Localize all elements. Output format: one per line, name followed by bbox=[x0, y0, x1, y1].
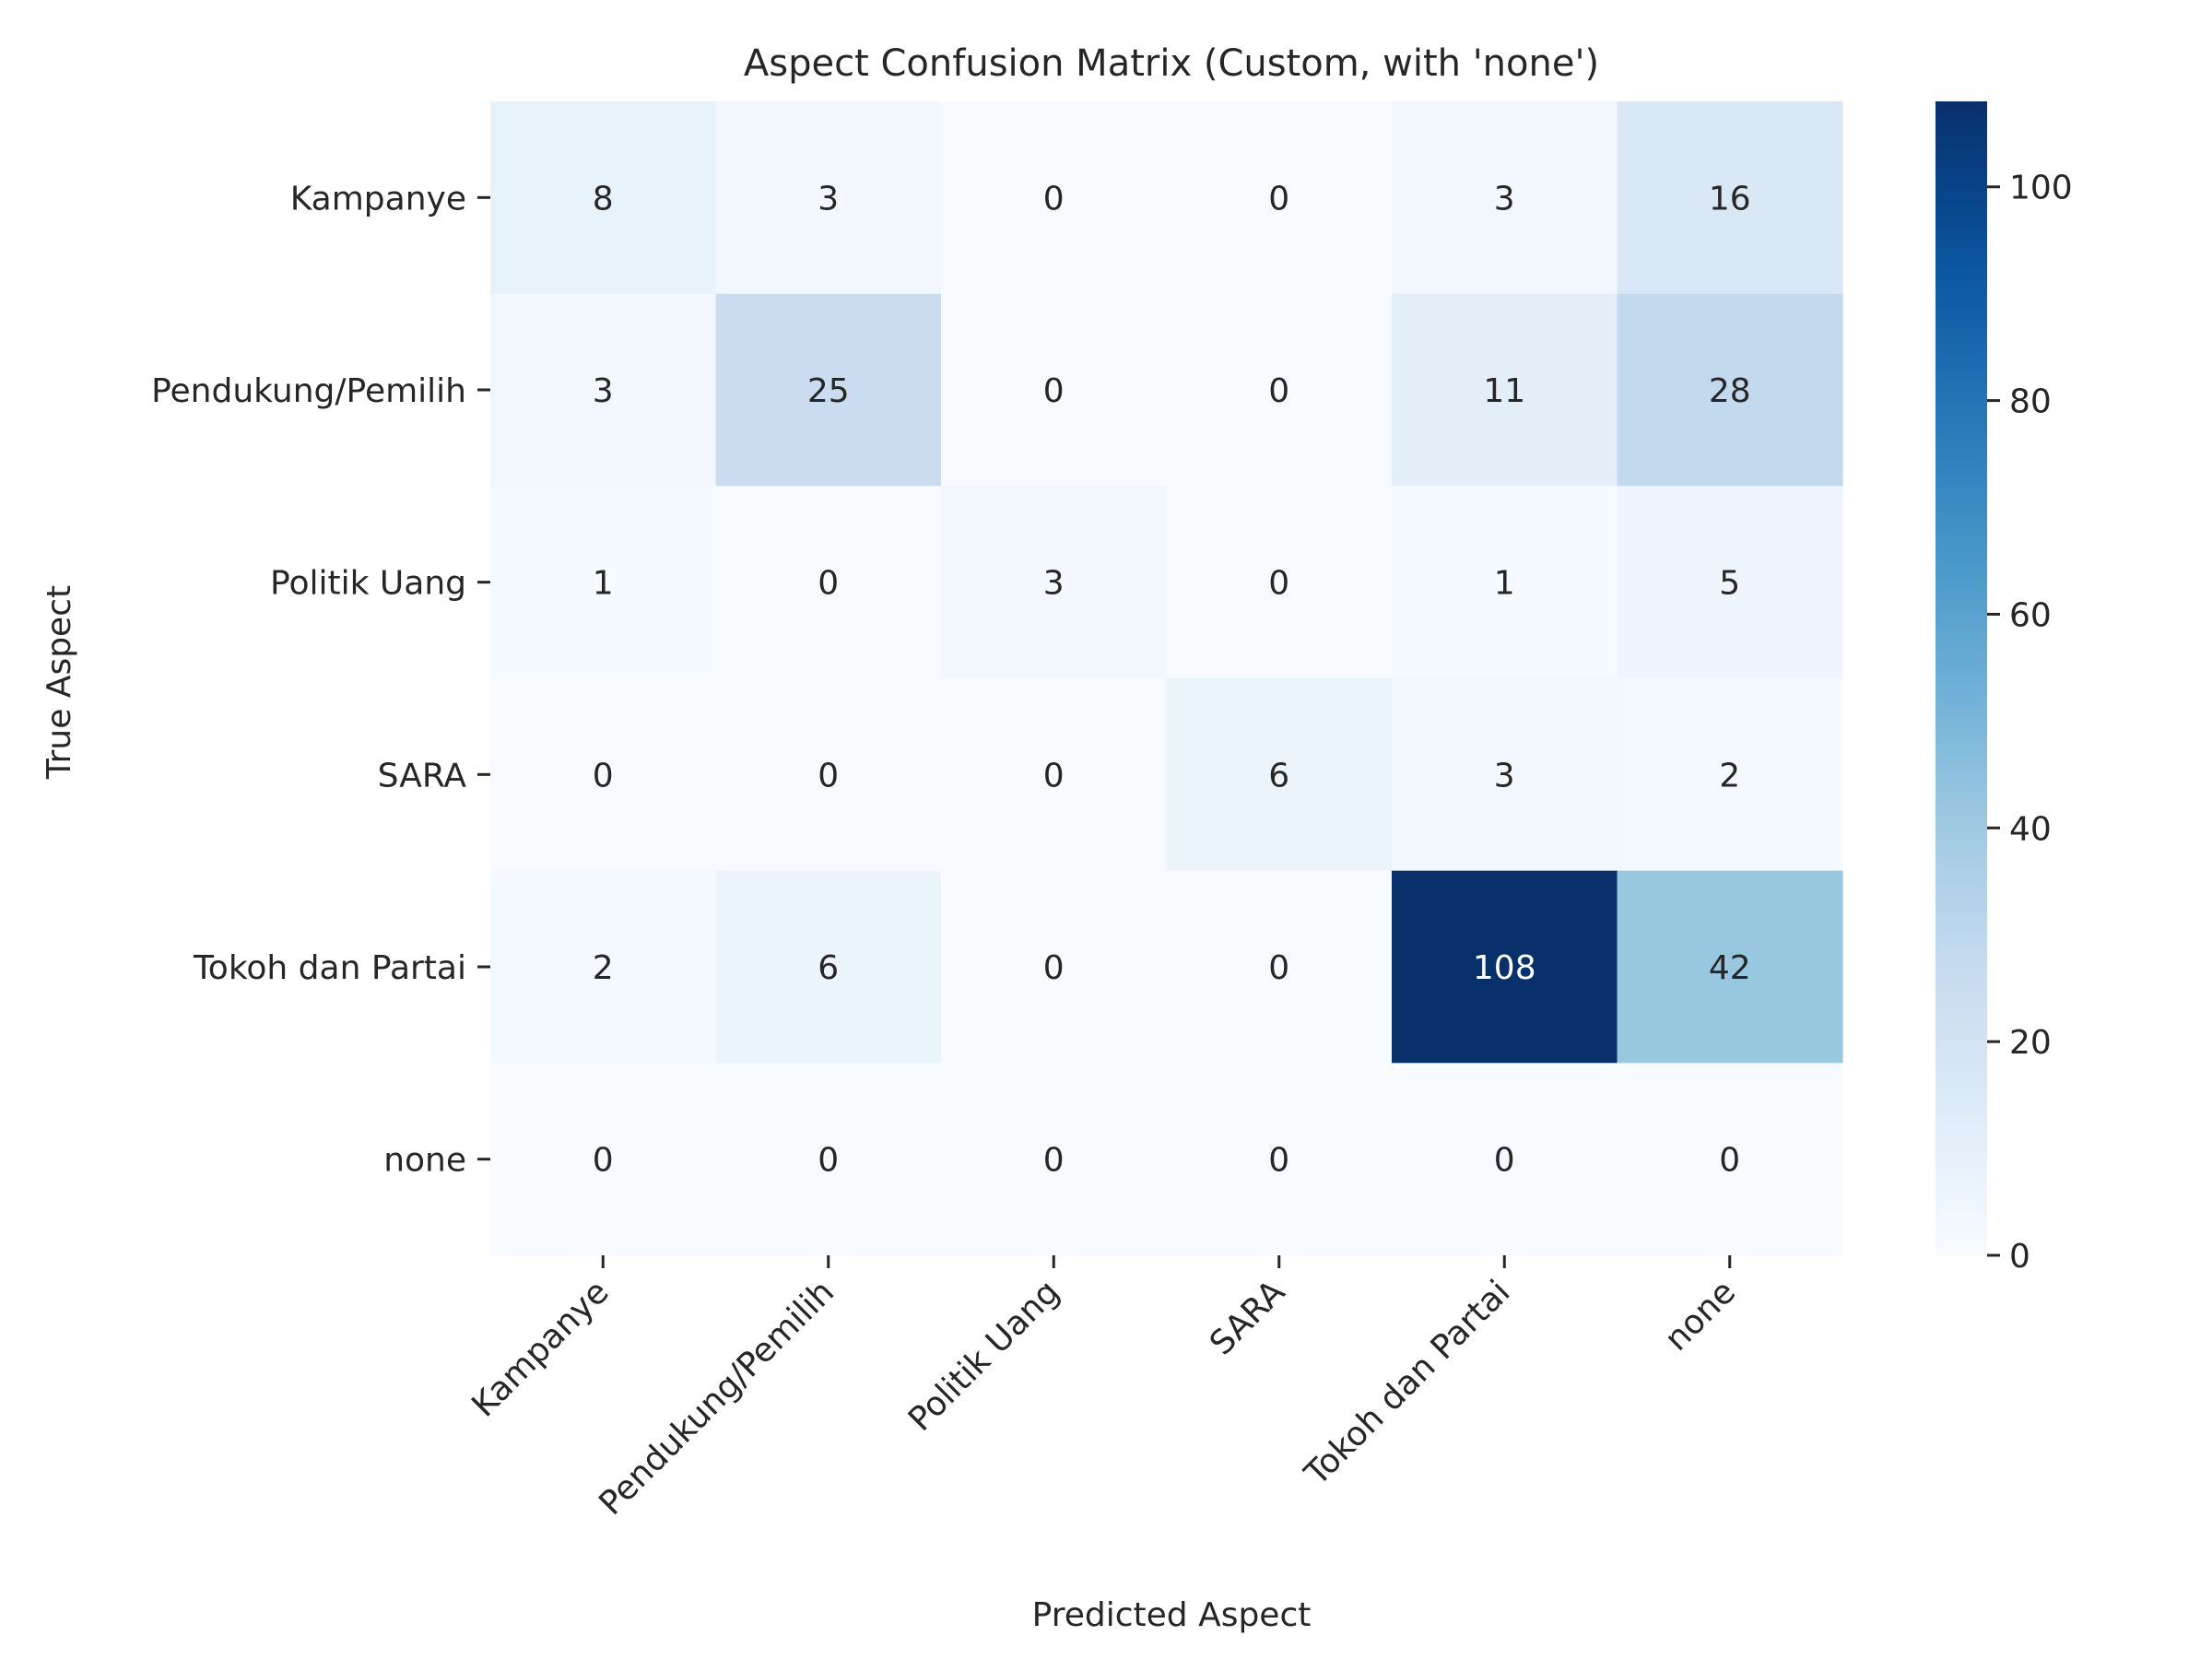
chart-title: Aspect Confusion Matrix (Custom, with 'n… bbox=[744, 42, 1599, 85]
heatmap-cell bbox=[490, 870, 717, 1064]
heatmap-cell bbox=[941, 1063, 1168, 1256]
heatmap-cell bbox=[1166, 678, 1393, 872]
cell-value-label: 1 bbox=[1494, 565, 1515, 603]
heatmap-cell bbox=[490, 1063, 717, 1256]
cell-value-label: 3 bbox=[593, 372, 614, 410]
cell-value-label: 8 bbox=[593, 180, 614, 218]
heatmap-cell bbox=[1617, 293, 1843, 487]
cell-value-label: 3 bbox=[1494, 180, 1515, 218]
heatmap-cell bbox=[1392, 101, 1618, 295]
colorbar-tick-label: 20 bbox=[2009, 1024, 2052, 1062]
cell-value-label: 0 bbox=[1043, 180, 1065, 218]
heatmap-cell bbox=[715, 486, 942, 679]
colorbar: 0 20 40 60 80 100 bbox=[1936, 101, 2073, 1276]
heatmap-cell bbox=[1166, 293, 1393, 487]
heatmap-cell bbox=[941, 486, 1168, 679]
colorbar-tick-label: 80 bbox=[2009, 383, 2052, 421]
heatmap-cell bbox=[941, 870, 1168, 1064]
cell-value-label: 0 bbox=[1268, 372, 1289, 410]
heatmap-cell bbox=[715, 101, 942, 295]
y-tick-label: Pendukung/Pemilih bbox=[151, 372, 466, 410]
heatmap-cell bbox=[1392, 293, 1618, 487]
cell-value-label: 3 bbox=[818, 180, 839, 218]
cell-value-label: 25 bbox=[807, 372, 850, 410]
cell-value-label: 3 bbox=[1494, 757, 1515, 794]
heatmap-cells: 8 3 0 0 3 16 3 25 0 0 11 28 1 0 3 0 1 5 0 0 0 6 3 2 2 6 0 0 108 42 0 0 0… bbox=[490, 101, 1843, 1256]
heatmap-cell bbox=[715, 1063, 942, 1256]
y-tick-label: SARA bbox=[378, 757, 467, 794]
cell-value-label: 0 bbox=[1268, 565, 1289, 603]
heatmap-cell bbox=[1166, 1063, 1393, 1256]
cell-value-label: 2 bbox=[1719, 757, 1740, 794]
heatmap-cell bbox=[1166, 870, 1393, 1064]
cell-value-label: 0 bbox=[818, 1142, 839, 1180]
cell-value-label: 0 bbox=[1494, 1142, 1515, 1180]
heatmap-cell bbox=[1166, 101, 1393, 295]
x-tick-label: Pendukung/Pemilih bbox=[592, 1273, 841, 1523]
cell-value-label: 0 bbox=[593, 1142, 614, 1180]
heatmap-cell bbox=[1166, 486, 1393, 679]
cell-value-label: 2 bbox=[593, 949, 614, 987]
x-tick-label: SARA bbox=[1203, 1273, 1292, 1362]
cell-value-label: 5 bbox=[1719, 565, 1740, 603]
heatmap-cell bbox=[1617, 870, 1843, 1064]
cell-value-label: 0 bbox=[1268, 180, 1289, 218]
cell-value-label: 0 bbox=[1268, 1142, 1289, 1180]
cell-value-label: 0 bbox=[1043, 372, 1065, 410]
y-axis-label: True Aspect bbox=[41, 585, 78, 780]
x-tick-label: Tokoh dan Partai bbox=[1298, 1273, 1518, 1493]
cell-value-label: 0 bbox=[593, 757, 614, 794]
heatmap-cell bbox=[1617, 101, 1843, 295]
heatmap-cell bbox=[490, 293, 717, 487]
colorbar-gradient bbox=[1936, 101, 1987, 1255]
cell-value-label: 1 bbox=[593, 565, 614, 603]
cell-value-label: 0 bbox=[1043, 757, 1065, 794]
heatmap-cell bbox=[1392, 486, 1618, 679]
heatmap-cell bbox=[1392, 1063, 1618, 1256]
colorbar-tick-label: 0 bbox=[2009, 1238, 2030, 1276]
colorbar-tick-label: 100 bbox=[2009, 170, 2073, 207]
cell-value-label: 0 bbox=[818, 757, 839, 794]
heatmap-cell bbox=[1392, 870, 1618, 1064]
cell-value-label: 16 bbox=[1709, 180, 1751, 218]
y-tick-label: Tokoh dan Partai bbox=[193, 949, 466, 987]
y-tick-label: none bbox=[383, 1142, 466, 1180]
cell-value-label: 108 bbox=[1473, 949, 1536, 987]
heatmap-cell bbox=[1617, 1063, 1843, 1256]
y-tick-label: Kampanye bbox=[290, 180, 466, 218]
x-tick-label: Kampanye bbox=[465, 1273, 616, 1424]
cell-value-label: 0 bbox=[1719, 1142, 1740, 1180]
cell-value-label: 6 bbox=[818, 949, 839, 987]
cell-value-label: 0 bbox=[1043, 949, 1065, 987]
cell-value-label: 42 bbox=[1709, 949, 1751, 987]
colorbar-tick-label: 40 bbox=[2009, 810, 2052, 848]
heatmap-cell bbox=[715, 293, 942, 487]
heatmap-cell bbox=[941, 293, 1168, 487]
heatmap-cell bbox=[490, 678, 717, 872]
x-tick-label: Politik Uang bbox=[901, 1273, 1067, 1439]
cell-value-label: 6 bbox=[1268, 757, 1289, 794]
cell-value-label: 11 bbox=[1483, 372, 1525, 410]
heatmap-cell bbox=[490, 486, 717, 679]
heatmap-cell bbox=[941, 101, 1168, 295]
x-axis-label: Predicted Aspect bbox=[1032, 1596, 1312, 1634]
colorbar-tick-label: 60 bbox=[2009, 596, 2052, 634]
cell-value-label: 0 bbox=[1268, 949, 1289, 987]
heatmap-cell bbox=[1617, 486, 1843, 679]
heatmap-cell bbox=[715, 678, 942, 872]
x-tick-label: none bbox=[1658, 1273, 1743, 1358]
cell-value-label: 28 bbox=[1709, 372, 1751, 410]
cell-value-label: 0 bbox=[818, 565, 839, 603]
y-axis-ticks: Kampanye Pendukung/Pemilih Politik Uang SAR… bbox=[151, 180, 490, 1180]
cell-value-label: 3 bbox=[1043, 565, 1065, 603]
heatmap-cell bbox=[941, 678, 1168, 872]
heatmap-cell bbox=[1617, 678, 1843, 872]
y-tick-label: Politik Uang bbox=[270, 565, 466, 603]
heatmap-cell bbox=[490, 101, 717, 295]
cell-value-label: 0 bbox=[1043, 1142, 1065, 1180]
heatmap-cell bbox=[1392, 678, 1618, 872]
heatmap-cell bbox=[715, 870, 942, 1064]
